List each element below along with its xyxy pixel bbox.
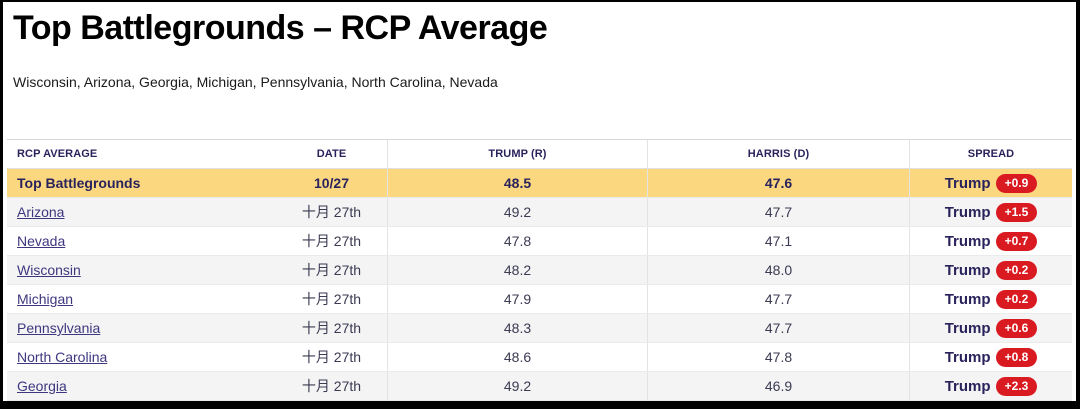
date-cell: 十月 27th [276, 314, 388, 342]
spread-winner-label: Trump [944, 261, 991, 279]
date-cell: 十月 27th [276, 256, 388, 284]
state-cell: Arizona [7, 198, 276, 226]
date-cell: 十月 27th [276, 285, 388, 313]
table-row: Wisconsin 十月 27th 48.2 48.0 Trump +0.2 [7, 256, 1072, 285]
spread-cell: Trump +0.8 [910, 343, 1072, 371]
spread-margin-badge: +0.2 [995, 289, 1038, 309]
spread-winner-label: Trump [944, 203, 991, 221]
state-cell: Pennsylvania [7, 314, 276, 342]
column-header-rcp-average: RCP AVERAGE [17, 148, 98, 160]
date-cell: 10/27 [276, 169, 388, 197]
date-cell: 十月 27th [276, 227, 388, 255]
state-link[interactable]: North Carolina [17, 349, 108, 365]
column-header-spread: SPREAD [967, 148, 1015, 160]
harris-value-cell: 46.9 [648, 372, 910, 400]
spread-cell: Trump +1.5 [910, 198, 1072, 226]
column-header-trump: TRUMP (R) [388, 140, 648, 168]
spread-winner-label: Trump [944, 348, 991, 366]
trump-value-cell: 49.2 [388, 372, 648, 400]
spread-winner-label: Trump [944, 232, 991, 250]
harris-value-cell: 48.0 [648, 256, 910, 284]
table-row: Michigan 十月 27th 47.9 47.7 Trump +0.2 [7, 285, 1072, 314]
state-cell: North Carolina [7, 343, 276, 371]
page-subtitle: Wisconsin, Arizona, Georgia, Michigan, P… [13, 74, 498, 90]
state-cell: Nevada [7, 227, 276, 255]
trump-value-cell: 47.9 [388, 285, 648, 313]
table-row: North Carolina 十月 27th 48.6 47.8 Trump +… [7, 343, 1072, 372]
state-link[interactable]: Pennsylvania [17, 320, 101, 336]
state-link[interactable]: Arizona [17, 204, 65, 220]
spread-cell: Trump +0.6 [910, 314, 1072, 342]
table-row: Nevada 十月 27th 47.8 47.1 Trump +0.7 [7, 227, 1072, 256]
page-title: Top Battlegrounds – RCP Average [13, 9, 548, 47]
column-header-date: DATE [276, 140, 388, 168]
table-row: Top Battlegrounds 10/27 48.5 47.6 Trump … [7, 169, 1072, 198]
state-link: Top Battlegrounds [17, 175, 141, 191]
harris-value-cell: 47.1 [648, 227, 910, 255]
harris-value-cell: 47.8 [648, 343, 910, 371]
polls-table: RCP AVERAGE DATE TRUMP (R) HARRIS (D) SP… [7, 139, 1072, 401]
harris-value-cell: 47.7 [648, 198, 910, 226]
spread-margin-badge: +0.8 [995, 347, 1038, 367]
date-cell: 十月 27th [276, 198, 388, 226]
spread-cell: Trump +2.3 [910, 372, 1072, 400]
state-cell: Michigan [7, 285, 276, 313]
spread-margin-badge: +0.2 [995, 260, 1038, 280]
spread-cell: Trump +0.2 [910, 256, 1072, 284]
spread-margin-badge: +0.9 [995, 173, 1038, 193]
spread-winner-label: Trump [944, 319, 991, 337]
trump-value-cell: 48.2 [388, 256, 648, 284]
spread-winner-label: Trump [944, 377, 991, 395]
harris-value-cell: 47.7 [648, 314, 910, 342]
table-row: Arizona 十月 27th 49.2 47.7 Trump +1.5 [7, 198, 1072, 227]
table-row: Georgia 十月 27th 49.2 46.9 Trump +2.3 [7, 372, 1072, 401]
spread-margin-badge: +0.7 [995, 231, 1038, 251]
state-link[interactable]: Wisconsin [17, 262, 81, 278]
state-cell: Georgia [7, 372, 276, 400]
date-cell: 十月 27th [276, 372, 388, 400]
harris-value-cell: 47.6 [648, 169, 910, 197]
spread-margin-badge: +2.3 [995, 376, 1038, 396]
trump-value-cell: 49.2 [388, 198, 648, 226]
state-link[interactable]: Michigan [17, 291, 74, 307]
spread-cell: Trump +0.9 [910, 169, 1072, 197]
state-cell: Wisconsin [7, 256, 276, 284]
trump-value-cell: 48.6 [388, 343, 648, 371]
harris-value-cell: 47.7 [648, 285, 910, 313]
spread-margin-badge: +0.6 [995, 318, 1038, 338]
table-header-row: RCP AVERAGE DATE TRUMP (R) HARRIS (D) SP… [7, 140, 1072, 169]
trump-value-cell: 48.3 [388, 314, 648, 342]
spread-cell: Trump +0.7 [910, 227, 1072, 255]
spread-winner-label: Trump [944, 174, 991, 192]
state-link[interactable]: Georgia [17, 378, 67, 394]
column-header-harris: HARRIS (D) [648, 140, 910, 168]
state-link[interactable]: Nevada [17, 233, 66, 249]
spread-winner-label: Trump [944, 290, 991, 308]
table-body: Top Battlegrounds 10/27 48.5 47.6 Trump … [7, 169, 1072, 401]
spread-cell: Trump +0.2 [910, 285, 1072, 313]
trump-value-cell: 48.5 [388, 169, 648, 197]
table-row: Pennsylvania 十月 27th 48.3 47.7 Trump +0.… [7, 314, 1072, 343]
spread-margin-badge: +1.5 [995, 202, 1038, 222]
trump-value-cell: 47.8 [388, 227, 648, 255]
date-cell: 十月 27th [276, 343, 388, 371]
page-content: Top Battlegrounds – RCP Average Wisconsi… [3, 2, 1076, 401]
state-cell: Top Battlegrounds [7, 169, 276, 197]
